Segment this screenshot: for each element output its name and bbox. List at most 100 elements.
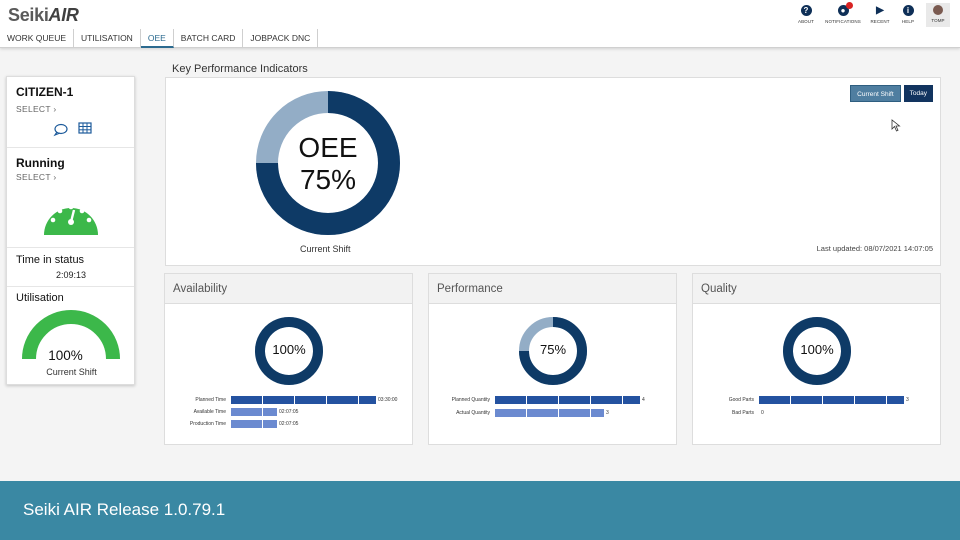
bar-label: Planned Time [195, 397, 226, 403]
about-button[interactable]: ? ABOUT [792, 3, 820, 27]
footer-banner: Seiki AIR Release 1.0.79.1 [0, 481, 960, 540]
bar-value: 03:30:00 [378, 397, 398, 403]
recent-button[interactable]: ▶ RECENT [866, 3, 894, 27]
quality-card: Quality 100% Good Parts 3 Bad Parts 0 [692, 273, 941, 445]
top-icons: ? ABOUT ● NOTIFICATIONS ▶ RECENT i HELP … [792, 2, 950, 27]
nav-batch-card[interactable]: BATCH CARD [174, 29, 244, 48]
availability-title: Availability [165, 274, 412, 304]
nav-oee[interactable]: OEE [140, 29, 174, 48]
bell-icon: ● [837, 2, 853, 16]
quality-donut [783, 317, 851, 385]
oee-donut-fill [256, 91, 400, 235]
chat-icon[interactable] [53, 123, 68, 137]
oee-value: 75% [299, 164, 357, 195]
machine-select-link[interactable]: SELECT › [16, 104, 57, 114]
availability-card: Availability 100% Planned Time 03:30:00 … [164, 273, 413, 445]
user-button[interactable]: TOMP [926, 3, 950, 27]
performance-donut [519, 317, 587, 385]
bar-fill [495, 396, 640, 404]
bar-fill [759, 396, 904, 404]
machine-panel: CITIZEN-1 SELECT › Running SELECT › [6, 76, 135, 385]
quality-value: 100% [800, 342, 834, 357]
time-in-status-value: 2:09:13 [55, 270, 86, 280]
notifications-button[interactable]: ● NOTIFICATIONS [820, 2, 866, 27]
logo-main: Seiki [8, 5, 49, 25]
bar-value: 3 [606, 410, 609, 416]
mouse-cursor-icon [891, 119, 901, 132]
utilisation-section: Utilisation 100% Current Shift [7, 287, 134, 385]
state-section: Running SELECT › [7, 148, 134, 248]
help-button[interactable]: i HELP [894, 3, 922, 27]
help-label: HELP [901, 19, 915, 24]
play-icon: ▶ [876, 5, 884, 16]
utilisation-caption: Current Shift [46, 367, 97, 377]
bar-value: 0 [761, 410, 764, 416]
machine-actions [53, 122, 92, 137]
bar-value: 02:07:05 [279, 409, 299, 415]
utilisation-gauge [22, 310, 120, 360]
nav-utilisation[interactable]: UTILISATION [74, 29, 141, 48]
machine-select-label: SELECT [16, 104, 51, 114]
user-label: TOMP [931, 18, 945, 23]
kpi-card: OEE 75% Current Shift Current Shift Toda… [165, 77, 941, 266]
today-button[interactable]: Today [903, 85, 933, 102]
machine-name: CITIZEN-1 [16, 85, 74, 99]
availability-value: 100% [272, 342, 306, 357]
last-updated: Last updated: 08/07/2021 14:07:05 [816, 244, 933, 253]
performance-card: Performance 75% Planned Quantity 4 Actua… [428, 273, 677, 445]
bar-fill [231, 396, 376, 404]
utilisation-value: 100% [48, 348, 83, 363]
bar-fill [231, 408, 277, 416]
avatar [933, 5, 943, 15]
state-select-label: SELECT [16, 172, 51, 182]
bar-actual-quantity: Actual Quantity 3 [429, 409, 678, 418]
machine-section: CITIZEN-1 SELECT › [7, 77, 134, 148]
quality-title: Quality [693, 274, 940, 304]
bar-planned-time: Planned Time 03:30:00 [165, 396, 414, 405]
availability-donut [255, 317, 323, 385]
bar-label: Production Time [189, 421, 226, 427]
bar-value: 4 [642, 397, 645, 403]
nav-jobpack-dnc[interactable]: JOBPACK DNC [243, 29, 319, 48]
bar-label: Available Time [193, 409, 226, 415]
app-logo[interactable]: SeikiAIR [8, 5, 79, 26]
top-bar: SeikiAIR WORK QUEUE UTILISATION OEE BATC… [0, 0, 960, 48]
main-nav: WORK QUEUE UTILISATION OEE BATCH CARD JO… [0, 29, 319, 48]
oee-label: OEE [298, 132, 358, 163]
bar-label: Actual Quantity [456, 410, 490, 416]
nav-work-queue[interactable]: WORK QUEUE [0, 29, 75, 48]
bar-value: 3 [906, 397, 909, 403]
logo-accent: AIR [48, 5, 79, 25]
about-label: ABOUT [797, 19, 814, 24]
performance-title: Performance [429, 274, 676, 304]
release-text: Seiki AIR Release 1.0.79.1 [23, 500, 226, 519]
bar-bad-parts: Bad Parts 0 [693, 409, 942, 418]
bar-available-time: Available Time 02:07:05 [165, 408, 414, 417]
performance-value: 75% [539, 342, 567, 357]
oee-donut [256, 91, 400, 235]
table-icon[interactable] [78, 122, 92, 134]
bar-good-parts: Good Parts 3 [693, 396, 942, 405]
gauge-icon [44, 204, 98, 235]
bar-production-time: Production Time 02:07:05 [165, 420, 414, 429]
current-shift-button[interactable]: Current Shift [850, 85, 901, 102]
state-select-link[interactable]: SELECT › [16, 172, 57, 182]
recent-label: RECENT [870, 19, 890, 24]
bar-fill [231, 420, 277, 428]
machine-state: Running [16, 156, 65, 170]
bar-fill [495, 409, 604, 417]
utilisation-label: Utilisation [16, 292, 64, 304]
bar-label: Planned Quantity [451, 397, 490, 403]
bar-planned-quantity: Planned Quantity 4 [429, 396, 678, 405]
question-icon: ? [800, 5, 812, 16]
bar-value: 02:07:05 [279, 421, 299, 427]
notifications-label: NOTIFICATIONS [825, 19, 861, 24]
kpi-title: Key Performance Indicators [172, 63, 308, 75]
bar-label: Bad Parts [732, 410, 754, 416]
notification-badge [845, 2, 853, 9]
shift-toggle: Current Shift Today [850, 85, 933, 102]
bar-label: Good Parts [728, 397, 754, 403]
time-in-status-section: Time in status 2:09:13 [7, 248, 134, 287]
time-in-status-label: Time in status [16, 254, 85, 266]
oee-caption: Current Shift [300, 244, 351, 254]
